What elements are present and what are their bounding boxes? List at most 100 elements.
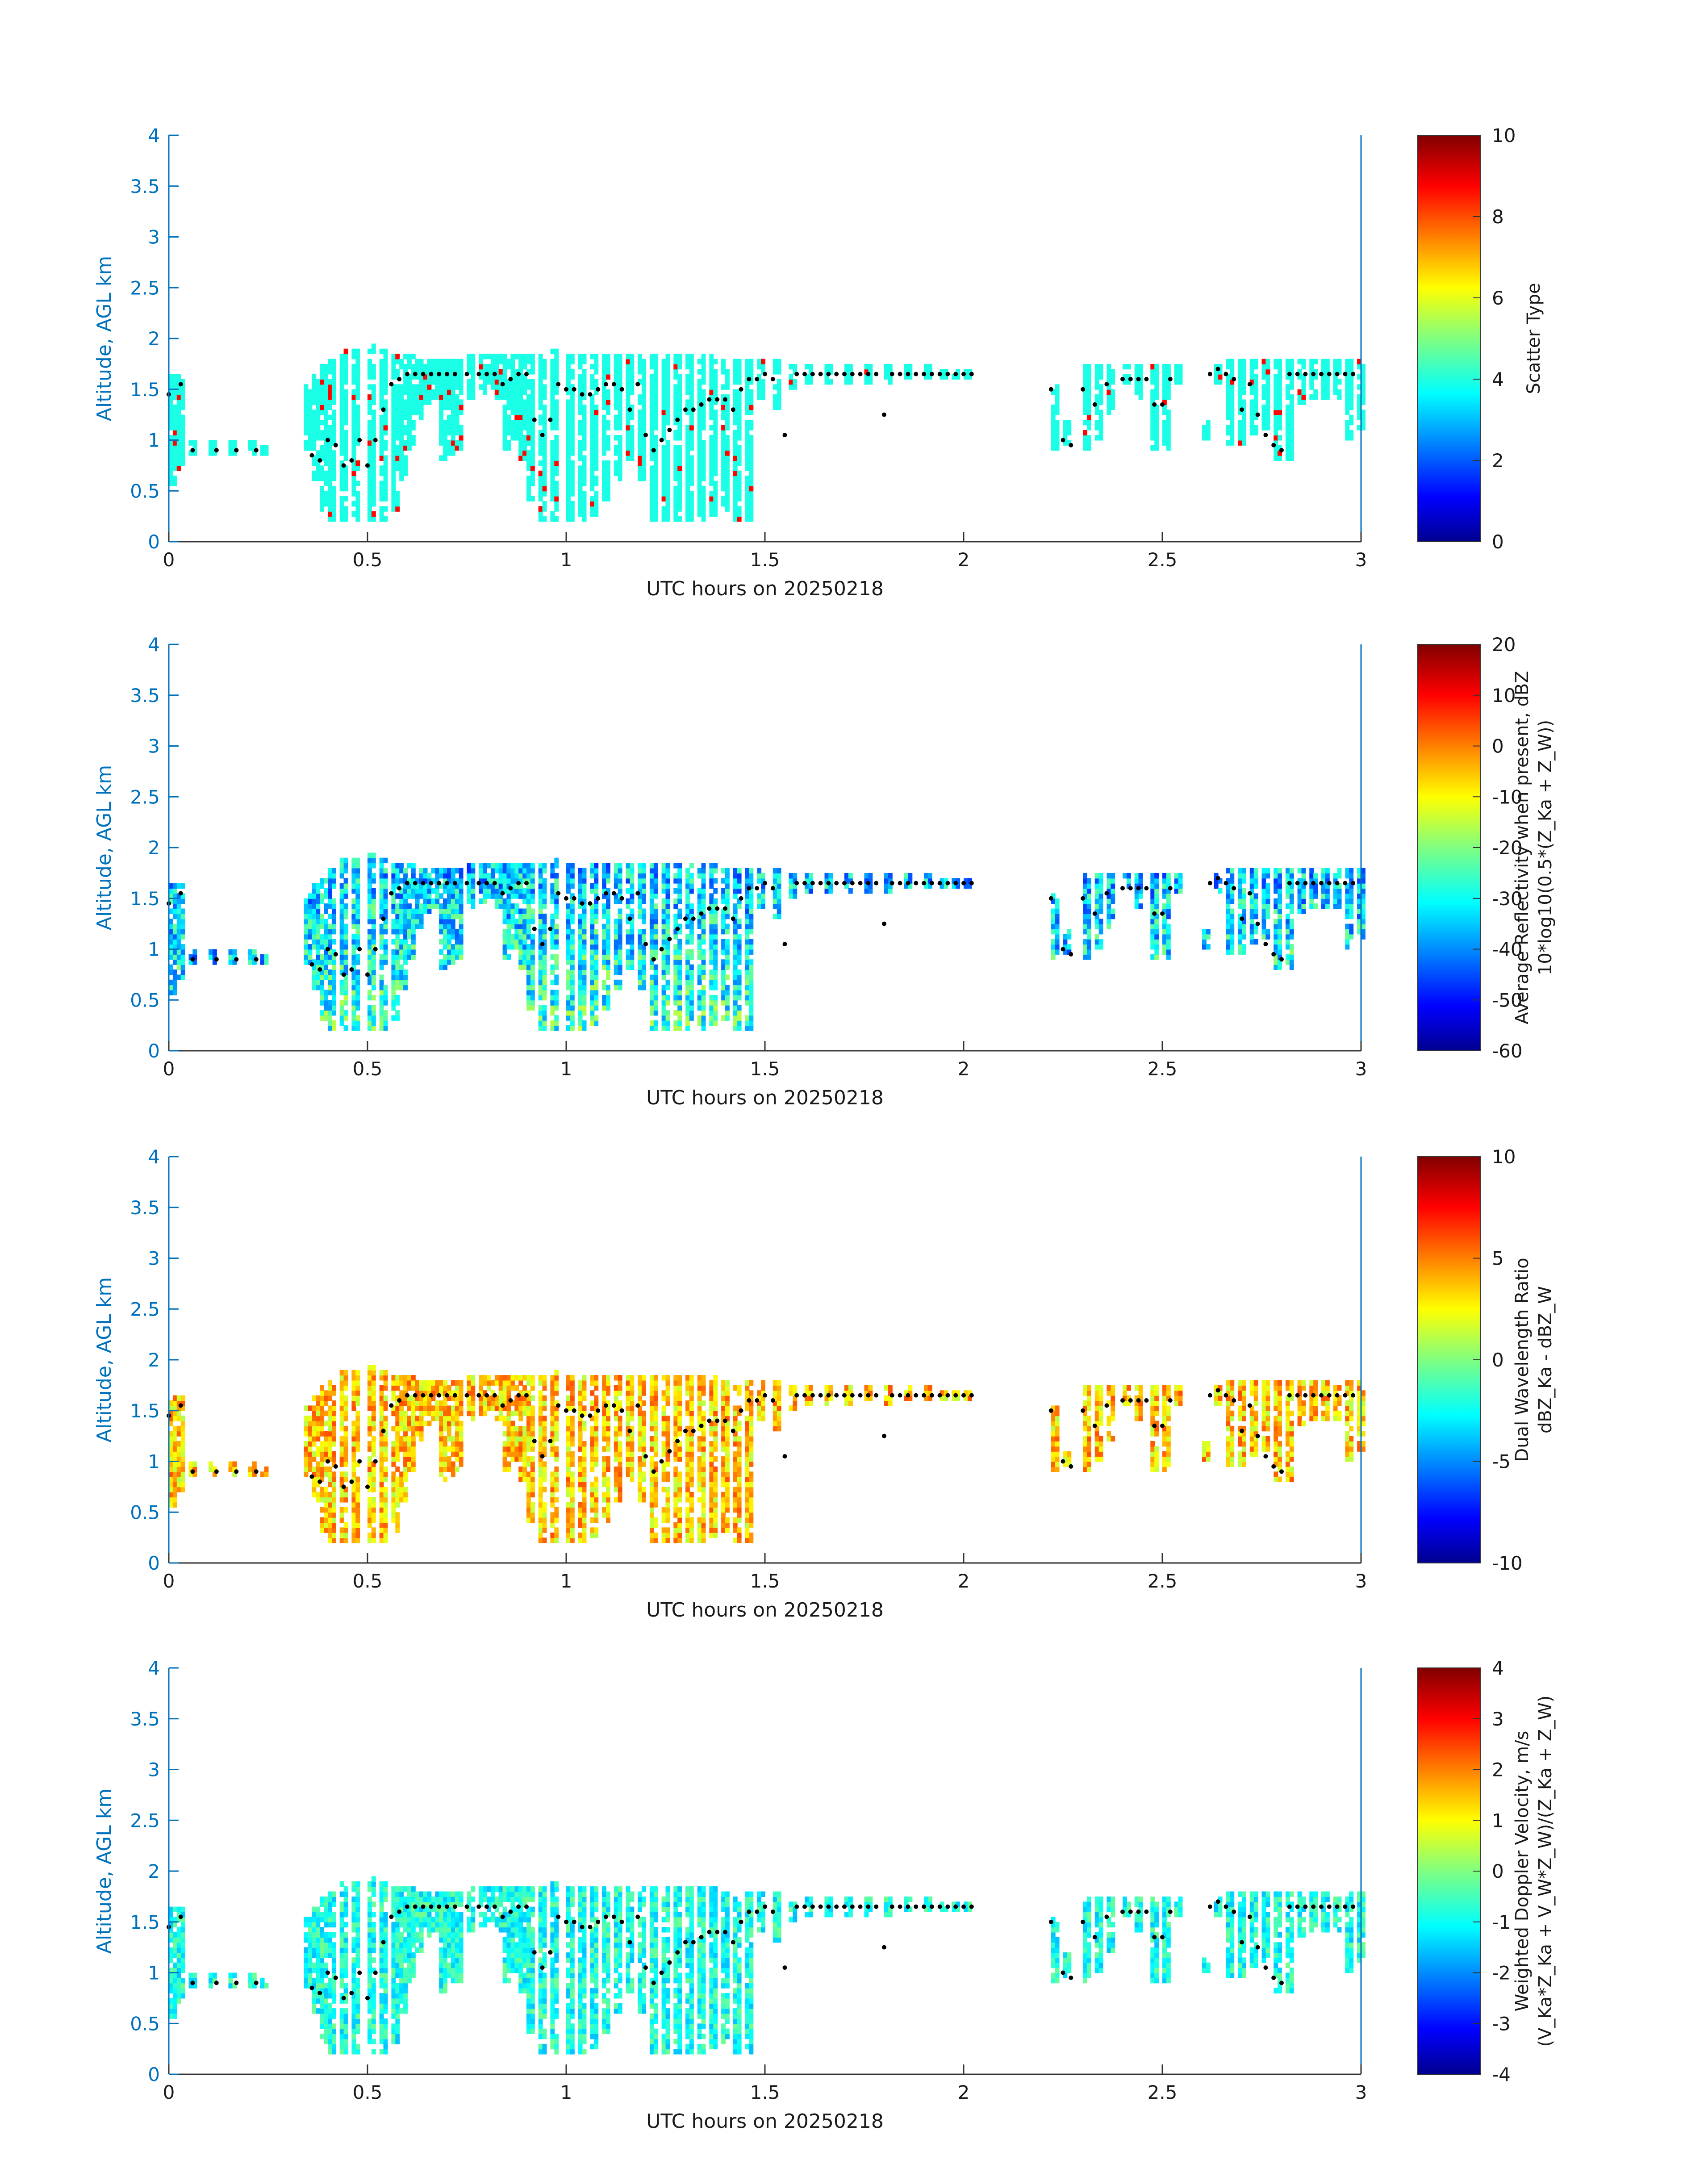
track-dot (850, 372, 855, 376)
heatmap-cell (626, 430, 631, 436)
heatmap-cell (614, 354, 618, 359)
heatmap-cell (1123, 379, 1127, 385)
heatmap-cell (479, 359, 484, 364)
heatmap-cell (483, 878, 487, 884)
heatmap-cell (471, 394, 476, 400)
heatmap-cell (1051, 898, 1056, 904)
heatmap-cell (697, 1000, 702, 1006)
heatmap-cell (737, 496, 742, 501)
heatmap-cell (542, 440, 547, 446)
heatmap-cell (339, 440, 344, 446)
heatmap-cell (1086, 420, 1091, 426)
heatmap-cell (701, 1000, 706, 1006)
heatmap-cell (411, 949, 416, 955)
heatmap-cell (725, 394, 730, 400)
heatmap-cell (522, 440, 527, 446)
heatmap-cell (510, 354, 515, 359)
heatmap-cell (1261, 394, 1266, 400)
heatmap-cell (697, 430, 702, 436)
heatmap-cell (1051, 944, 1056, 950)
heatmap-cell (689, 954, 694, 960)
heatmap-cell (685, 934, 690, 940)
heatmap-cell (371, 465, 376, 471)
heatmap-cell (1238, 435, 1242, 441)
heatmap-cell (395, 944, 400, 950)
track-dot (1263, 433, 1268, 438)
heatmap-cell (312, 903, 317, 909)
heatmap-cell (518, 959, 523, 965)
heatmap-cell (653, 893, 658, 899)
heatmap-cell (697, 455, 702, 461)
heatmap-cell (176, 939, 181, 945)
heatmap-cell (1226, 440, 1231, 446)
heatmap-cell (1086, 949, 1091, 955)
heatmap-cell (435, 359, 440, 364)
heatmap-cell (721, 878, 726, 884)
heatmap-cell (490, 873, 495, 879)
heatmap-cell (522, 409, 527, 415)
heatmap-cell (614, 404, 618, 410)
heatmap-cell (1083, 389, 1087, 395)
heatmap-cell (351, 913, 356, 919)
heatmap-cell (518, 919, 523, 924)
heatmap-cell (494, 394, 499, 400)
heatmap-cell (745, 465, 750, 471)
heatmap-cell (665, 359, 670, 364)
heatmap-cell (304, 414, 309, 420)
heatmap-cell (176, 455, 181, 461)
heatmap-cell (653, 934, 658, 940)
heatmap-cell (439, 384, 444, 390)
heatmap-cell (411, 399, 416, 405)
heatmap-cell (673, 969, 678, 975)
heatmap-cell (725, 455, 730, 461)
heatmap-cell (677, 878, 682, 884)
heatmap-cell (733, 389, 738, 395)
heatmap-cell (661, 898, 666, 904)
heatmap-cell (328, 399, 332, 405)
heatmap-cell (594, 1005, 599, 1011)
heatmap-cell (554, 491, 559, 497)
heatmap-cell (264, 959, 269, 965)
heatmap-cell (180, 959, 185, 965)
heatmap-cell (403, 379, 408, 385)
heatmap-cell (673, 516, 678, 522)
heatmap-cell (709, 481, 714, 486)
heatmap-cell (502, 908, 507, 914)
heatmap-cell (391, 969, 396, 975)
heatmap-cell (630, 913, 635, 919)
heatmap-cell (355, 878, 360, 884)
heatmap-cell (391, 923, 396, 929)
heatmap-cell (487, 878, 491, 884)
heatmap-cell (176, 414, 181, 420)
heatmap-cell (391, 470, 396, 476)
heatmap-cell (626, 898, 631, 904)
heatmap-cell (733, 1010, 738, 1016)
heatmap-cell (526, 994, 531, 1001)
heatmap-cell (908, 878, 913, 884)
heatmap-cell (721, 440, 726, 446)
heatmap-cell (351, 394, 356, 400)
heatmap-cell (614, 389, 618, 395)
heatmap-cell (538, 450, 543, 456)
heatmap-cell (701, 893, 706, 899)
heatmap-cell (697, 440, 702, 446)
heatmap-cell (1357, 374, 1361, 380)
heatmap-cell (172, 954, 177, 960)
heatmap-cell (582, 974, 587, 980)
heatmap-cell (638, 908, 643, 914)
heatmap-cell (1094, 409, 1099, 415)
heatmap-cell (614, 374, 618, 380)
track-dot (882, 412, 886, 417)
heatmap-cell (399, 954, 404, 960)
track-dot (731, 407, 735, 412)
heatmap-cell (355, 1020, 360, 1026)
heatmap-cell (673, 959, 678, 965)
heatmap-cell (399, 445, 404, 451)
heatmap-cell (1238, 425, 1242, 430)
heatmap-cell (578, 969, 583, 975)
heatmap-cell (169, 964, 173, 970)
heatmap-cell (661, 883, 666, 889)
heatmap-cell (665, 354, 670, 359)
heatmap-cell (331, 470, 336, 476)
heatmap-cell (538, 1020, 543, 1026)
